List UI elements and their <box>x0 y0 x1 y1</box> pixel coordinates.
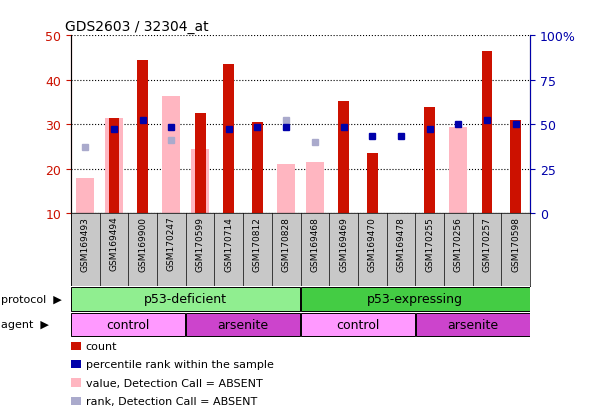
Bar <box>71 342 81 351</box>
Bar <box>109 119 120 214</box>
Text: agent  ▶: agent ▶ <box>1 320 49 330</box>
Bar <box>224 65 234 214</box>
FancyBboxPatch shape <box>301 287 529 311</box>
Bar <box>71 379 81 387</box>
Bar <box>338 102 349 214</box>
Text: GSM169493: GSM169493 <box>81 216 90 271</box>
Bar <box>71 396 81 405</box>
Text: rank, Detection Call = ABSENT: rank, Detection Call = ABSENT <box>85 396 257 406</box>
Text: GSM170247: GSM170247 <box>167 216 176 271</box>
Bar <box>510 121 521 214</box>
Text: protocol  ▶: protocol ▶ <box>1 294 62 304</box>
FancyBboxPatch shape <box>186 313 300 337</box>
Text: p53-expressing: p53-expressing <box>367 292 463 306</box>
Text: control: control <box>106 318 150 331</box>
Bar <box>195 114 206 214</box>
FancyBboxPatch shape <box>301 313 415 337</box>
Text: GSM170255: GSM170255 <box>425 216 434 271</box>
Bar <box>277 165 295 214</box>
Text: p53-deficient: p53-deficient <box>144 292 227 306</box>
Bar <box>306 163 324 214</box>
FancyBboxPatch shape <box>72 313 185 337</box>
Text: GSM170599: GSM170599 <box>195 216 204 271</box>
Bar <box>105 119 123 214</box>
Bar <box>76 178 94 214</box>
Bar <box>162 96 180 214</box>
Text: GSM169494: GSM169494 <box>109 216 118 271</box>
Text: GSM169469: GSM169469 <box>339 216 348 271</box>
Text: GSM170257: GSM170257 <box>483 216 492 271</box>
Bar <box>191 150 209 214</box>
FancyBboxPatch shape <box>416 313 529 337</box>
Text: GSM170714: GSM170714 <box>224 216 233 271</box>
Text: GDS2603 / 32304_at: GDS2603 / 32304_at <box>65 20 209 34</box>
Text: arsenite: arsenite <box>447 318 498 331</box>
Bar <box>424 107 435 214</box>
Bar <box>71 361 81 368</box>
Text: GSM169478: GSM169478 <box>397 216 406 271</box>
Text: value, Detection Call = ABSENT: value, Detection Call = ABSENT <box>85 377 263 387</box>
Text: GSM169468: GSM169468 <box>310 216 319 271</box>
Bar <box>450 127 467 214</box>
Text: percentile rank within the sample: percentile rank within the sample <box>85 360 273 370</box>
FancyBboxPatch shape <box>72 287 300 311</box>
Text: GSM169470: GSM169470 <box>368 216 377 271</box>
Text: GSM169900: GSM169900 <box>138 216 147 271</box>
Text: GSM170598: GSM170598 <box>511 216 520 271</box>
Bar <box>367 154 377 214</box>
Text: GSM170256: GSM170256 <box>454 216 463 271</box>
Text: arsenite: arsenite <box>218 318 269 331</box>
Bar <box>137 61 148 214</box>
Text: control: control <box>336 318 380 331</box>
Bar <box>252 123 263 214</box>
Bar <box>481 52 492 214</box>
Text: count: count <box>85 342 117 351</box>
Text: GSM170812: GSM170812 <box>253 216 262 271</box>
Text: GSM170828: GSM170828 <box>282 216 291 271</box>
